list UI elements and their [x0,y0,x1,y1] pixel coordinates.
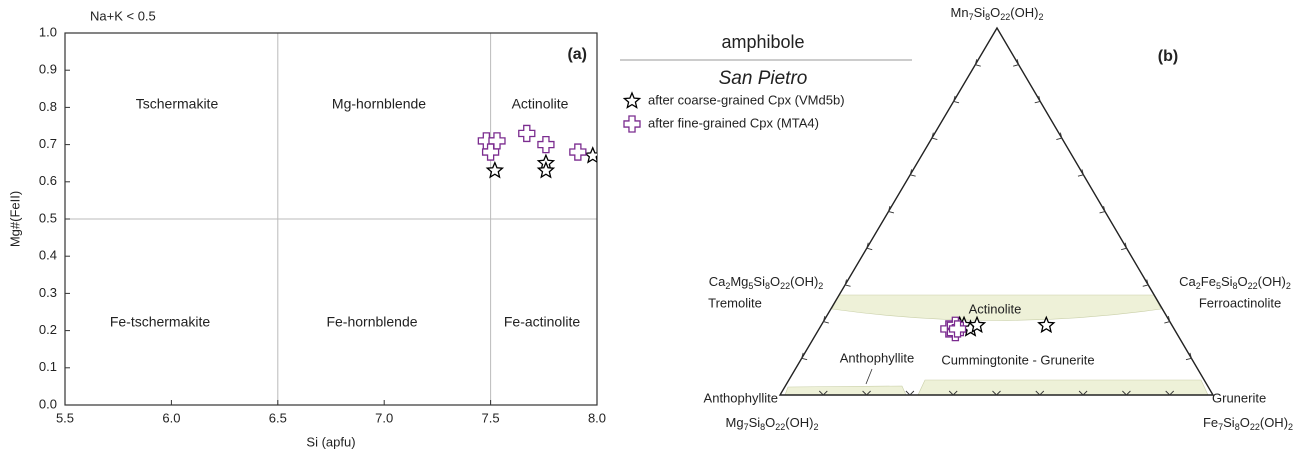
cross-marker [488,132,506,150]
field-label: Actinolite [969,301,1022,316]
x-tick-label: 6.5 [269,410,287,425]
y-axis-label: Mg#(FeII) [7,191,22,247]
edge-tick [822,316,829,324]
field-label: Mg-hornblende [332,96,426,112]
field-label: Fe-actinolite [504,314,580,330]
ternary-frame [778,26,1215,396]
star-marker [485,160,505,179]
edge-tick [1056,132,1063,140]
y-tick-label: 1.0 [39,24,57,39]
vertex-label: Mg7Si8O22(OH)2 [726,415,819,432]
legend-label: after fine-grained Cpx (MTA4) [648,115,819,130]
edge-tick [866,242,873,251]
edge-tick [801,352,808,361]
panel-label: (a) [567,46,587,63]
star-marker [622,91,642,109]
leader-line [865,368,873,385]
x-axis-label: Si (apfu) [306,434,355,449]
field-label: Grunerite [1212,390,1266,405]
field-label: Ferroactinolite [1199,295,1281,310]
edge-tick [1142,279,1149,287]
annotation: Na+K < 0.5 [90,8,156,23]
edge-tick [1013,59,1020,67]
field-label: Tremolite [708,295,762,310]
actinolite-field [831,294,1162,321]
cross-marker [569,143,587,161]
edge-tick [887,205,895,214]
cummingtonite-field [917,379,1209,396]
x-tick-label: 5.5 [56,410,74,425]
y-tick-label: 0.4 [39,248,57,263]
cross-marker [481,143,500,161]
legend-label: after coarse-grained Cpx (VMd5b) [648,92,845,107]
ternary-subtitle: San Pietro [719,68,808,89]
field-label: Actinolite [512,96,569,112]
edge-tick [931,132,938,140]
plot-points [477,124,597,179]
edge-tick [1164,316,1171,324]
edge-tick [1122,390,1131,396]
edge-tick [1099,205,1106,214]
edge-tick [1185,352,1192,361]
vertex-label: Mn7Si8O22(OH)2 [951,5,1044,22]
edge-tick [844,279,851,287]
y-tick-label: 0.9 [39,62,57,77]
y-tick-label: 0.8 [39,99,57,114]
edge-tick [1077,169,1084,177]
formula-label: Ca2Fe5Si8O22(OH)2 [1179,274,1291,291]
star-marker [583,146,597,164]
formula-label: Ca2Mg5Si8O22(OH)2 [709,274,824,291]
cross-marker [518,124,536,143]
vertex-label: Fe7Si8O22(OH)2 [1203,415,1293,432]
edge-tick [1035,390,1045,396]
panel-label: (b) [1158,48,1178,65]
field-label: Cummingtonite - Grunerite [941,352,1094,367]
edge-tick [1078,390,1088,396]
edge-tick [818,390,828,396]
edge-tick [1121,242,1128,251]
edge-tick [905,390,915,396]
edge-tick [1034,95,1041,104]
edge-tick [948,390,958,396]
x-tick-label: 7.0 [375,410,393,425]
edge-tick [909,169,916,177]
y-tick-label: 0.3 [39,285,57,300]
anthophyllite-field [784,385,907,396]
x-tick-label: 7.5 [482,410,500,425]
cross-marker [948,320,967,338]
y-tick-label: 0.1 [39,359,57,374]
y-tick-label: 0.5 [39,210,57,225]
field-label: Fe-hornblende [326,314,417,330]
x-tick-label: 8.0 [588,410,606,425]
y-tick-label: 0.2 [39,322,57,337]
field-label: Anthophyllite [704,390,778,405]
edge-tick [974,59,981,67]
field-label: Fe-tschermakite [110,314,211,330]
edge-tick [953,95,960,104]
star-marker [1037,315,1056,334]
field-label: Anthophyllite [840,350,914,365]
ternary-title: amphibole [721,32,804,52]
y-tick-label: 0.0 [39,396,57,411]
star-marker [536,160,556,179]
edge-tick [1165,390,1175,396]
x-tick-label: 6.0 [162,410,180,425]
y-tick-label: 0.7 [39,136,57,151]
field-label: Tschermakite [136,96,219,112]
cross-marker [537,135,555,154]
cross-marker [623,115,641,133]
edge-tick [992,390,1001,396]
y-tick-label: 0.6 [39,173,57,188]
edge-tick [862,390,871,396]
star-marker [967,315,987,334]
